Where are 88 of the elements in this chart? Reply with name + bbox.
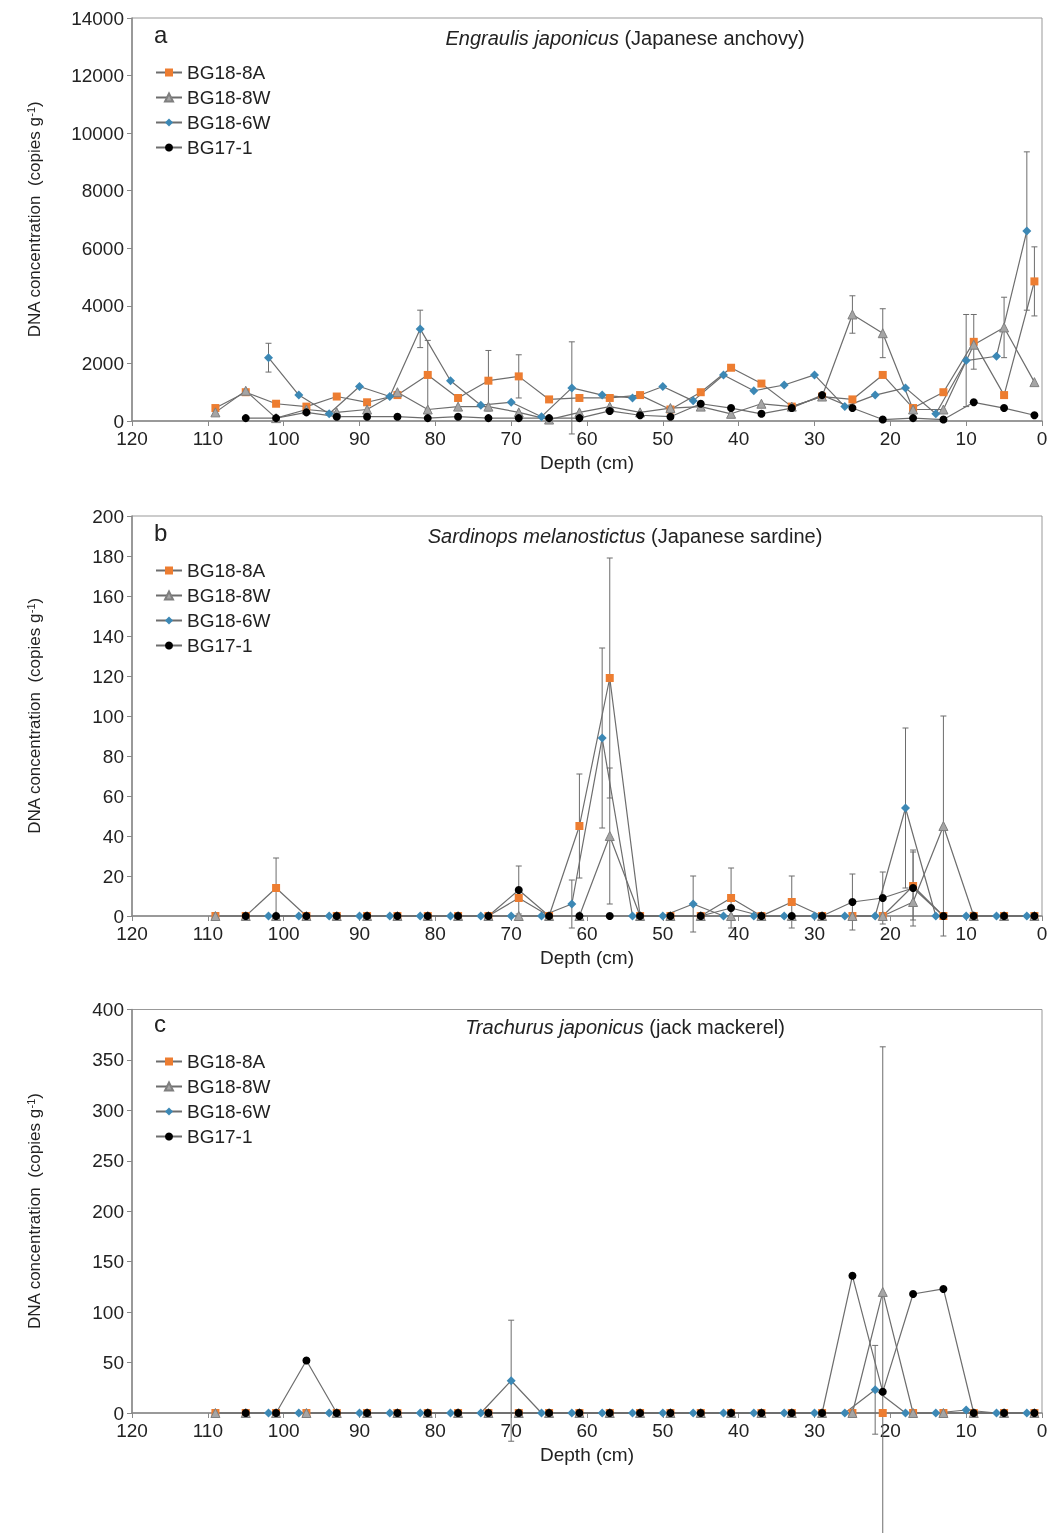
y-axis-title: DNA concentration (copies g-1) xyxy=(24,597,44,834)
annotation: c xyxy=(154,1009,166,1037)
legend-label: BG18-6W xyxy=(187,1101,271,1122)
y-axis-title: DNA concentration (copies g-1) xyxy=(24,101,44,338)
x-tick-label: 70 xyxy=(500,428,522,449)
y-tick-label: 20 xyxy=(102,865,124,887)
chart-title: Sardinops melanostictus (Japanese sardine) xyxy=(427,525,823,547)
y-tick-label: 150 xyxy=(92,1251,124,1273)
legend-label: BG17-1 xyxy=(187,635,253,656)
x-tick-label: 110 xyxy=(192,923,223,944)
x-tick-label: 50 xyxy=(652,1420,674,1441)
x-tick-label: 80 xyxy=(424,923,446,944)
x-tick-label: 40 xyxy=(728,1420,750,1441)
annotation: b xyxy=(154,518,168,546)
y-tick-label: 100 xyxy=(92,705,124,727)
y-tick-label: 2000 xyxy=(81,352,124,374)
y-tick-label: 40 xyxy=(102,825,124,847)
y-tick-label: 250 xyxy=(92,1150,124,1172)
x-tick-label: 70 xyxy=(500,1420,522,1441)
y-tick-label: 200 xyxy=(92,505,124,527)
y-tick-label: 8000 xyxy=(81,180,124,202)
legend-label: BG18-8A xyxy=(187,62,266,83)
legend-label: BG18-6W xyxy=(187,610,271,631)
x-tick-label: 40 xyxy=(728,923,750,944)
x-tick-label: 110 xyxy=(192,428,223,449)
x-tick-label: 40 xyxy=(728,428,750,449)
x-tick-label: 10 xyxy=(955,1420,977,1441)
y-tick-label: 180 xyxy=(92,545,124,567)
x-tick-label: 90 xyxy=(348,923,371,944)
legend-label: BG18-6W xyxy=(187,112,271,133)
y-tick-label: 160 xyxy=(92,585,124,607)
x-tick-label: 70 xyxy=(500,923,522,944)
y-tick-label: 6000 xyxy=(81,237,124,259)
y-tick-label: 60 xyxy=(102,785,124,807)
y-tick-label: 100 xyxy=(92,1301,124,1323)
x-tick-label: 30 xyxy=(803,1420,826,1441)
x-tick-label: 0 xyxy=(1036,1420,1048,1441)
x-tick-label: 60 xyxy=(576,1420,598,1441)
y-tick-label: 80 xyxy=(102,745,124,767)
y-tick-label: 12000 xyxy=(71,65,124,87)
x-tick-label: 50 xyxy=(652,923,674,944)
y-tick-label: 350 xyxy=(92,1049,124,1071)
x-tick-label: 60 xyxy=(576,428,598,449)
y-tick-label: 120 xyxy=(92,665,124,687)
x-tick-label: 30 xyxy=(803,923,826,944)
y-tick-label: 200 xyxy=(92,1200,124,1222)
x-tick-label: 100 xyxy=(267,1420,300,1441)
legend-label: BG17-1 xyxy=(187,137,253,158)
chart-title: Trachurus japonicus (jack mackerel) xyxy=(465,1016,785,1038)
x-axis-title: Depth (cm) xyxy=(540,452,634,473)
legend-label: BG18-8A xyxy=(187,560,266,581)
x-tick-label: 90 xyxy=(348,428,371,449)
y-tick-label: 0 xyxy=(113,410,124,432)
x-tick-label: 0 xyxy=(1036,428,1048,449)
y-axis-title: DNA concentration (copies g-1) xyxy=(24,1092,44,1330)
legend-label: BG18-8W xyxy=(187,585,271,606)
legend-label: BG18-8W xyxy=(187,87,271,108)
annotation: a xyxy=(154,20,168,48)
legend-label: BG17-1 xyxy=(187,1126,253,1147)
chart-title: Engraulis japonicus (Japanese anchovy) xyxy=(445,27,805,49)
y-tick-label: 0 xyxy=(113,1402,124,1424)
y-tick-label: 300 xyxy=(92,1099,124,1121)
legend-label: BG18-8W xyxy=(187,1076,271,1097)
x-tick-label: 60 xyxy=(576,923,598,944)
y-tick-label: 14000 xyxy=(71,7,124,29)
y-tick-label: 4000 xyxy=(81,295,124,317)
x-tick-label: 20 xyxy=(879,923,901,944)
x-tick-label: 10 xyxy=(955,428,977,449)
x-tick-label: 0 xyxy=(1036,923,1048,944)
x-tick-label: 50 xyxy=(652,428,674,449)
x-axis-title: Depth (cm) xyxy=(540,947,634,968)
x-tick-label: 100 xyxy=(267,428,300,449)
x-tick-label: 90 xyxy=(348,1420,371,1441)
x-tick-label: 20 xyxy=(879,1420,901,1441)
x-tick-label: 10 xyxy=(955,923,977,944)
x-tick-label: 80 xyxy=(424,428,446,449)
x-tick-label: 110 xyxy=(192,1420,223,1441)
x-tick-label: 20 xyxy=(879,428,901,449)
y-tick-label: 140 xyxy=(92,625,124,647)
y-tick-label: 0 xyxy=(113,905,124,927)
y-tick-label: 400 xyxy=(92,999,124,1020)
y-tick-label: 50 xyxy=(102,1352,124,1374)
x-tick-label: 80 xyxy=(424,1420,446,1441)
legend-label: BG18-8A xyxy=(187,1051,266,1072)
x-tick-label: 30 xyxy=(803,428,826,449)
y-tick-label: 10000 xyxy=(71,122,124,144)
x-tick-label: 100 xyxy=(267,923,300,944)
x-axis-title: Depth (cm) xyxy=(540,1444,634,1465)
